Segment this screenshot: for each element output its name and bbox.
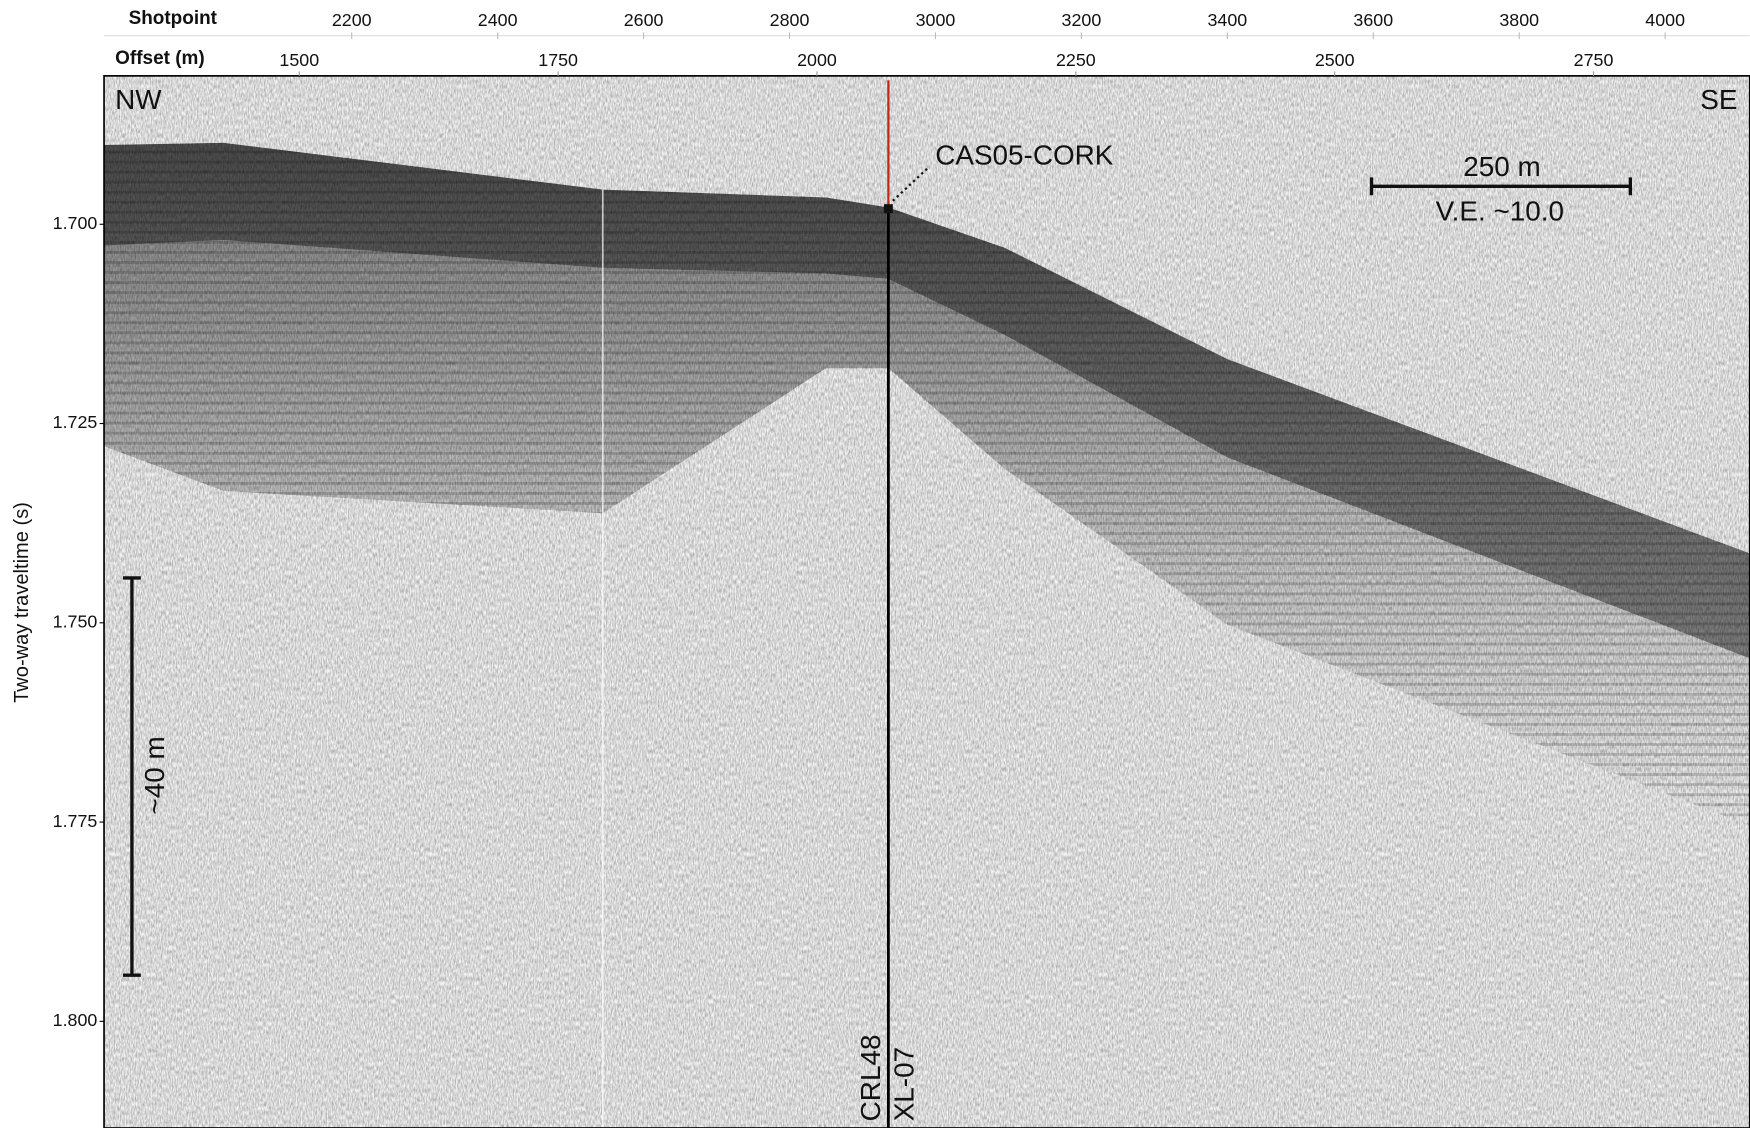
y-tick-label: 1.700	[53, 213, 98, 233]
y-tick-label: 1.750	[53, 612, 98, 632]
shotpoint-tick-label: 2400	[478, 10, 518, 30]
offset-tick-label: 1750	[538, 50, 578, 70]
shotpoint-tick-label: 3800	[1499, 10, 1539, 30]
shotpoint-tick-label: 2200	[332, 10, 372, 30]
shotpoint-tick-label: 2800	[770, 10, 810, 30]
vertical-scale-label: ~40 m	[139, 736, 170, 814]
shotpoint-tick-label: 4000	[1645, 10, 1685, 30]
offset-tick-label: 2750	[1574, 50, 1614, 70]
ve-label: V.E. ~10.0	[1436, 195, 1564, 226]
shotpoint-tick-label: 3000	[916, 10, 956, 30]
y-axis-label: Two-way traveltime (s)	[11, 502, 33, 703]
y-tick-label: 1.725	[53, 412, 98, 432]
line-b-label: XL-07	[889, 1047, 920, 1121]
y-tick-label: 1.775	[53, 811, 98, 831]
scale-label: 250 m	[1463, 151, 1540, 182]
seismic-section	[104, 76, 1750, 1128]
figure: NW SE CAS05-CORK 250 m V.E. ~10.0 ~40 m …	[0, 0, 1750, 1128]
well-label: CAS05-CORK	[935, 140, 1114, 171]
offset-tick-label: 2250	[1056, 50, 1096, 70]
shotpoint-label: Shotpoint	[129, 8, 218, 29]
offset-label: Offset (m)	[115, 48, 205, 69]
offset-tick-label: 1500	[279, 50, 319, 70]
y-tick-label: 1.800	[53, 1010, 98, 1030]
shotpoint-tick-label: 3600	[1353, 10, 1393, 30]
shotpoint-tick-label: 3400	[1207, 10, 1247, 30]
shotpoint-tick-label: 2600	[624, 10, 664, 30]
shotpoint-tick-label: 3200	[1062, 10, 1102, 30]
offset-tick-label: 2000	[797, 50, 837, 70]
line-a-label: CRL48	[855, 1035, 886, 1122]
offset-tick-label: 2500	[1315, 50, 1355, 70]
well-marker	[884, 204, 893, 213]
se-label: SE	[1700, 84, 1737, 115]
nw-label: NW	[115, 84, 162, 115]
